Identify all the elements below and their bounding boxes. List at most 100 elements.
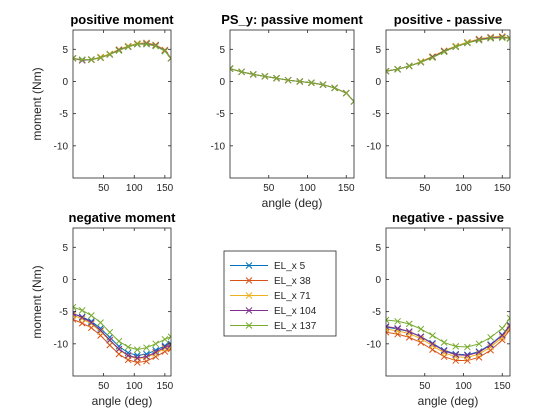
axes-box	[385, 227, 511, 377]
data-point-marker	[487, 343, 494, 351]
data-point-marker	[152, 42, 160, 50]
axes-box	[72, 29, 172, 179]
x-tick-label: 50	[98, 183, 110, 194]
data-point-marker	[88, 56, 95, 63]
data-point-marker	[464, 352, 471, 359]
plot-area	[230, 30, 354, 178]
data-point-marker	[124, 43, 132, 51]
data-point-marker	[167, 343, 171, 350]
data-point-marker	[386, 323, 390, 330]
data-point-marker	[464, 357, 471, 364]
data-point-marker	[97, 54, 104, 62]
legend-marker-2	[245, 277, 253, 284]
data-point-marker	[405, 328, 413, 335]
data-point-marker	[331, 84, 338, 92]
legend: EL_x 5 EL_x 38 EL_x 71 EL_x 104 EL_x 137	[223, 250, 337, 337]
y-tick-label: 5	[219, 45, 225, 56]
legend-entry-label: EL_x 71	[274, 291, 311, 302]
x-tick-label: 150	[157, 381, 174, 392]
legend-entry-label: EL_x 137	[274, 321, 317, 332]
data-point-marker	[308, 79, 315, 87]
data-point-marker	[249, 71, 257, 78]
x-tick-label: 100	[455, 183, 472, 194]
legend-entry-label: EL_x 5	[274, 261, 306, 272]
x-axis-label: angle (deg)	[262, 196, 323, 210]
data-point-marker	[475, 36, 483, 44]
data-point-marker	[417, 335, 425, 343]
data-point-marker	[487, 341, 494, 349]
series-group	[230, 65, 354, 105]
data-point-marker	[386, 328, 390, 336]
data-point-marker	[167, 341, 171, 349]
y-tick-label: 5	[62, 243, 68, 254]
data-point-marker	[152, 348, 160, 356]
y-tick-label: -5	[59, 307, 68, 318]
data-point-marker	[106, 328, 114, 336]
y-tick-label: -5	[59, 109, 68, 120]
x-tick-label: 100	[126, 381, 143, 392]
data-point-marker	[230, 65, 234, 72]
y-axis-label: moment (Nm)	[30, 67, 44, 140]
data-point-marker	[167, 54, 171, 62]
data-point-marker	[452, 343, 460, 350]
data-point-marker	[475, 348, 483, 356]
x-tick-label: 50	[419, 183, 431, 194]
x-tick-label: 100	[299, 183, 316, 194]
data-point-marker	[440, 347, 448, 355]
series-line-5	[230, 68, 354, 102]
data-point-marker	[261, 72, 269, 80]
data-point-marker	[238, 68, 245, 76]
data-point-marker	[115, 47, 123, 54]
axes-box	[229, 29, 355, 179]
series-group	[386, 314, 510, 364]
data-point-marker	[78, 56, 86, 63]
data-point-marker	[452, 351, 460, 359]
data-point-marker	[319, 81, 327, 89]
data-point-marker	[394, 65, 401, 73]
data-point-marker	[106, 51, 114, 58]
data-point-marker	[161, 47, 169, 55]
data-point-marker	[440, 339, 448, 346]
data-point-marker	[97, 326, 104, 334]
data-point-marker	[417, 325, 425, 333]
data-point-marker	[464, 39, 471, 47]
data-point-marker	[417, 333, 425, 341]
x-tick-label: 150	[338, 183, 355, 194]
data-point-marker	[133, 40, 141, 48]
data-point-marker	[440, 48, 448, 56]
y-tick-label: -5	[372, 307, 381, 318]
legend-marker-5	[245, 322, 253, 329]
data-point-marker	[394, 317, 401, 325]
y-tick-label: -10	[211, 141, 226, 152]
data-point-marker	[417, 58, 425, 66]
x-tick-label: 150	[157, 183, 174, 194]
data-point-marker	[133, 346, 141, 353]
legend-entry-label: EL_x 104	[274, 306, 317, 317]
data-point-marker	[498, 332, 506, 339]
legend-marker-1	[245, 262, 253, 269]
data-point-marker	[429, 340, 436, 348]
data-point-marker	[88, 319, 95, 326]
x-tick-label: 50	[419, 381, 431, 392]
y-tick-label: -10	[367, 339, 382, 350]
data-point-marker	[115, 337, 123, 345]
y-tick-label: 0	[219, 77, 225, 88]
data-point-marker	[429, 54, 436, 62]
data-point-marker	[273, 74, 280, 82]
data-point-marker	[386, 67, 390, 75]
plot-area	[386, 30, 510, 178]
data-point-marker	[106, 334, 114, 341]
data-point-marker	[506, 322, 510, 330]
legend-entry-label: EL_x 38	[274, 276, 311, 287]
data-point-marker	[115, 343, 123, 350]
series-group	[73, 39, 171, 64]
data-point-marker	[498, 34, 506, 42]
x-axis-label: angle (deg)	[92, 394, 153, 408]
series-line-5	[386, 37, 510, 72]
data-point-marker	[350, 98, 354, 105]
subplot-title: positive - passive	[394, 12, 502, 27]
